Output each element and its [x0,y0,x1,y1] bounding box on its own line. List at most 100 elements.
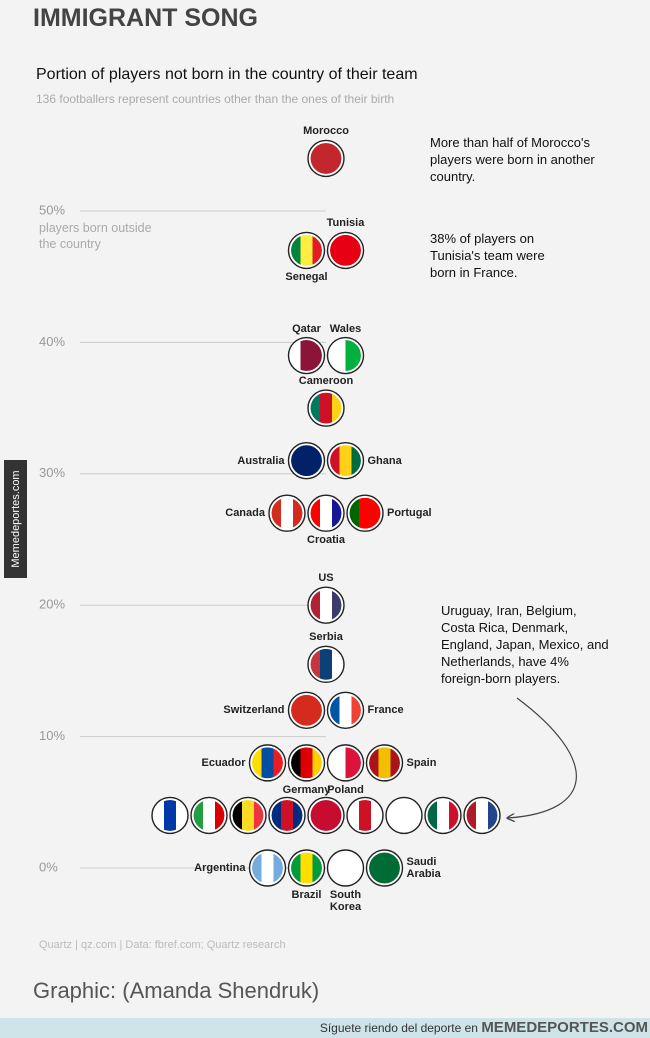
flag-stripe [291,445,322,477]
flag-stripe [281,497,294,529]
flag-stripe [388,799,420,831]
y-tick-label: 20% [39,597,65,612]
flag [369,852,400,884]
flag-stripe [273,852,283,884]
flag-stripe [351,694,361,726]
country-dot [229,796,267,835]
flag-stripe [369,747,379,779]
flag-stripe [330,747,346,779]
flag-ring [308,797,344,833]
flag-stripe [273,747,283,779]
country-label: Ecuador [201,756,246,769]
country-dot [190,796,228,835]
flag-stripe [378,747,391,779]
flag-stripe [371,497,381,529]
flag [291,694,322,726]
country-dot [326,441,365,480]
flag-stripe [291,340,301,372]
flag-ring [308,140,344,176]
flag-ring [367,850,402,886]
country-dot [365,744,404,782]
flag [271,497,303,529]
flag-ring [308,646,344,682]
country-dot [268,796,306,835]
flag-stripe [291,747,301,779]
country-dot [287,441,326,480]
y-axis-label: players born outside the country [39,221,152,251]
flag [369,747,400,779]
flag-stripe [312,747,322,779]
flag-stripe [427,799,438,831]
flag-stripe [312,340,322,372]
flag-ring [328,850,363,886]
flag-ring [230,797,266,833]
country-dot [346,796,384,835]
flag-ring [425,797,461,833]
flag-stripe [252,747,262,779]
flag [349,799,381,831]
flag-stripe [261,747,274,779]
flag-ring [250,850,285,886]
flag-ring [464,797,500,833]
country-dot [424,796,462,835]
country-dot [248,849,287,887]
flag-stripe [271,497,282,529]
flag-stripe [193,799,204,831]
flag [330,445,361,477]
country-label: Spain [406,756,437,769]
footer-text: Síguete riendo del deporte en [319,1021,478,1035]
flag-stripe [437,799,450,831]
flag-ring [289,232,324,268]
y-tick-label: 50% [39,202,65,217]
flag-stripe [300,747,313,779]
flag [310,589,342,621]
flag [252,747,283,779]
flag [466,799,498,831]
country-dot [307,139,345,178]
flag-stripe [312,852,322,884]
flag-ring [367,745,402,781]
country-label: Argentina [194,862,246,874]
country-dot [287,231,326,270]
flag-stripe [371,799,381,831]
flag [154,799,186,831]
country-label: Cameroon [298,375,354,388]
flag-ring [328,692,363,728]
flag [291,852,322,884]
flag-stripe [488,799,498,831]
flag-stripe [293,799,303,831]
flag-stripe [345,340,361,372]
source: Quartz | qz.com | Data: fbref.com; Quart… [39,939,286,951]
country-label: Serbia [309,631,343,644]
flag-ring [250,745,285,781]
flag [291,747,322,779]
country-label: US [318,572,334,585]
flag-ring [308,390,344,426]
flag-ring [289,338,324,374]
flag-ring [328,443,363,479]
flag-stripe [203,799,216,831]
flag-stripe [312,234,322,266]
flag-ring [308,587,344,623]
flag-stripe [359,497,372,529]
flag-ring [347,797,383,833]
flag-ring [328,745,363,781]
flag-stripe [320,589,333,621]
flag-stripe [281,799,294,831]
flag-stripe [320,648,333,680]
country-dot [151,796,189,835]
country-label: Canada [225,507,265,520]
flag-stripe [300,852,313,884]
flag-stripe [300,340,313,372]
flag-stripe [291,234,301,266]
watermark: Memedeportes.com [9,470,22,568]
country-label: Ghana [367,454,402,467]
flag-stripe [310,142,342,174]
country-label: South Korea [329,889,362,913]
flag-stripe [254,799,264,831]
flag [310,497,342,529]
flag [388,799,420,831]
country-label: Brazil [291,889,322,901]
flag-stripe [310,589,321,621]
